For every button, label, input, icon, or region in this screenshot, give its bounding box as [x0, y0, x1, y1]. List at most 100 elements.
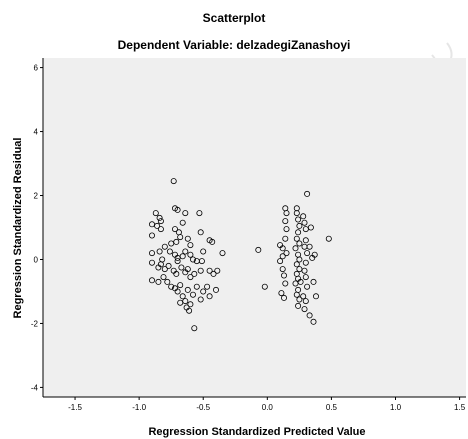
- data-point: [210, 270, 217, 277]
- data-point: [206, 293, 213, 300]
- data-point: [148, 250, 155, 257]
- data-point: [311, 251, 318, 258]
- data-point: [306, 312, 313, 319]
- data-point: [302, 259, 309, 266]
- data-point: [148, 277, 155, 284]
- data-point: [156, 214, 163, 221]
- data-point: [282, 235, 289, 242]
- data-point: [196, 210, 203, 217]
- y-tick-label: 2: [34, 192, 39, 201]
- data-point: [177, 234, 184, 241]
- x-tick-label: -1.5: [68, 403, 82, 412]
- data-point: [161, 266, 168, 273]
- data-point: [297, 278, 304, 285]
- data-point: [174, 288, 181, 295]
- data-point: [184, 266, 191, 273]
- data-point: [280, 294, 287, 301]
- data-point: [198, 258, 205, 265]
- data-point: [182, 248, 189, 255]
- data-point: [197, 267, 204, 274]
- data-point: [206, 267, 213, 274]
- data-point: [187, 274, 194, 281]
- chart-title: Scatterplot: [203, 11, 266, 25]
- data-point: [182, 210, 189, 217]
- data-point: [191, 325, 198, 332]
- data-point: [189, 256, 196, 263]
- data-point: [184, 235, 191, 242]
- data-point: [186, 307, 193, 314]
- data-point: [304, 283, 311, 290]
- data-point: [282, 218, 289, 225]
- data-point: [148, 259, 155, 266]
- data-point: [171, 226, 178, 233]
- y-tick-label: 0: [34, 255, 39, 264]
- y-tick-label: 6: [34, 64, 39, 73]
- data-point: [304, 190, 311, 197]
- data-point: [301, 267, 308, 274]
- data-point: [280, 272, 287, 279]
- data-point: [164, 278, 171, 285]
- data-point: [282, 280, 289, 287]
- data-point: [157, 226, 164, 233]
- data-point: [296, 256, 303, 263]
- data-point: [295, 302, 302, 309]
- data-point: [255, 246, 262, 253]
- data-point: [177, 299, 184, 306]
- data-point: [191, 270, 198, 277]
- data-point: [174, 258, 181, 265]
- data-point: [161, 243, 168, 250]
- data-point: [293, 210, 300, 217]
- chart-subtitle: Dependent Variable: delzadegiZanashoyi: [118, 38, 351, 52]
- y-tick-label: 4: [34, 128, 39, 137]
- data-point: [148, 232, 155, 239]
- data-point: [295, 216, 302, 223]
- data-point: [197, 229, 204, 236]
- data-point: [302, 237, 309, 244]
- x-tick-label: 0.5: [326, 403, 338, 412]
- y-tick-label: -2: [31, 319, 39, 328]
- data-point: [279, 266, 286, 273]
- data-point: [293, 291, 300, 298]
- data-point: [300, 213, 307, 220]
- data-point: [200, 288, 207, 295]
- data-point: [301, 219, 308, 226]
- data-point: [152, 210, 159, 217]
- data-point: [279, 253, 286, 260]
- data-point: [156, 248, 163, 255]
- data-point: [157, 218, 164, 225]
- data-point: [168, 240, 175, 247]
- data-point: [173, 270, 180, 277]
- data-point: [300, 293, 307, 300]
- data-point: [212, 286, 219, 293]
- data-point: [166, 248, 173, 255]
- data-point: [177, 282, 184, 289]
- y-axis-label: Regression Standardized Residual: [12, 138, 24, 319]
- data-point: [187, 251, 194, 258]
- data-point: [174, 206, 181, 213]
- data-point: [178, 264, 185, 271]
- data-point: [293, 261, 300, 268]
- data-point: [219, 250, 226, 257]
- data-point: [325, 235, 332, 242]
- data-point: [292, 245, 299, 252]
- data-point: [160, 274, 167, 281]
- data-point: [179, 253, 186, 260]
- y-tick-label: -4: [31, 383, 39, 392]
- data-point: [189, 291, 196, 298]
- data-point: [155, 264, 162, 271]
- data-point: [214, 267, 221, 274]
- x-tick-label: 1.5: [454, 403, 466, 412]
- data-point: [306, 243, 313, 250]
- data-point: [184, 286, 191, 293]
- data-point: [168, 283, 175, 290]
- data-point: [310, 278, 317, 285]
- data-point: [301, 306, 308, 313]
- y-axis-ticks: -4 -2 0 2 4 6: [31, 64, 43, 392]
- data-point: [283, 250, 290, 257]
- data-point: [187, 301, 194, 308]
- data-point: [293, 235, 300, 242]
- data-point: [295, 229, 302, 236]
- x-tick-label: 0.0: [262, 403, 274, 412]
